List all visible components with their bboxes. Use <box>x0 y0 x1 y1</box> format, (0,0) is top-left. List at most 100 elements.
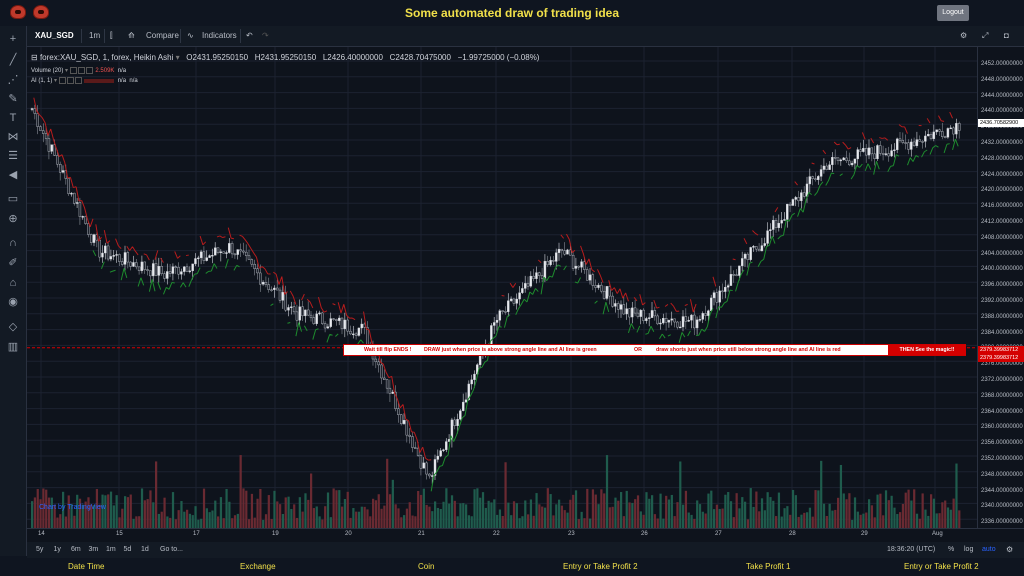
volume-bar <box>904 492 907 528</box>
candle-body <box>422 462 425 469</box>
volume-bar <box>566 512 569 528</box>
settings-icon[interactable]: ⚙ <box>960 31 968 40</box>
candle-body <box>864 148 868 156</box>
candle-body <box>42 130 45 134</box>
lock-icon[interactable]: ⌂ <box>9 277 17 289</box>
fullscreen-icon[interactable]: ⤢ <box>982 31 989 40</box>
range-button-1y[interactable]: 1y <box>53 546 61 553</box>
text-icon[interactable]: T <box>9 112 17 124</box>
chart-pane[interactable]: ⊟ forex:XAU_SGD, 1, forex, Heikin Ashi ▾… <box>27 47 977 528</box>
candle-body <box>233 253 237 256</box>
crosshair-icon[interactable]: + <box>9 33 17 45</box>
volume-bar <box>645 492 648 528</box>
auto-toggle[interactable]: auto <box>982 546 996 553</box>
ai-eye-icon[interactable] <box>58 77 66 84</box>
goto-button[interactable]: Go to... <box>160 546 183 553</box>
candle-body <box>577 265 580 268</box>
axis-settings-icon[interactable]: ⚙ <box>1006 545 1014 554</box>
log-toggle[interactable]: log <box>964 546 974 553</box>
volume-bar <box>535 493 538 528</box>
candle-body <box>732 274 735 276</box>
redo-icon[interactable]: ↷ <box>262 31 269 40</box>
brush-icon[interactable]: ✎ <box>8 93 18 105</box>
volume-eye-icon[interactable] <box>69 67 77 74</box>
ai-close-icon[interactable] <box>74 77 82 84</box>
volume-bar <box>631 502 634 528</box>
volume-bar <box>166 516 169 528</box>
legend-collapse-icon[interactable]: ⊟ <box>31 53 40 62</box>
fib-icon[interactable]: ⋰ <box>7 74 19 86</box>
price-tick: 2432.00000000 <box>981 140 1023 146</box>
candle-body <box>388 387 392 394</box>
volume-close-icon[interactable] <box>85 67 93 74</box>
volume-bar <box>335 490 338 528</box>
symbol-search[interactable]: XAU_SGD <box>35 31 74 40</box>
volume-bar <box>741 497 744 528</box>
time-axis[interactable]: 14 15 17 19 20 21 22 23 26 27 28 29 Aug <box>27 528 1024 542</box>
volume-bar <box>577 519 580 528</box>
candle-body <box>616 303 620 310</box>
range-button-1m[interactable]: 1m <box>106 546 116 553</box>
volume-bar <box>901 503 905 528</box>
candle-body <box>205 257 208 261</box>
candle-body <box>459 410 462 420</box>
pencil-lock-icon[interactable]: ✐ <box>8 257 18 269</box>
price-axis[interactable]: 2452.00000000 2448.00000000 2444.00000000 2… <box>977 47 1024 528</box>
volume-bar <box>690 514 693 528</box>
ruler-icon[interactable]: ▭ <box>7 193 19 205</box>
candle-body <box>786 203 789 220</box>
interval-select[interactable]: 1m <box>89 31 101 40</box>
range-button-6m[interactable]: 6m <box>71 546 81 553</box>
percent-toggle[interactable]: % <box>948 546 955 553</box>
legend-dropdown-icon[interactable]: ▾ <box>175 53 180 62</box>
volume-bar <box>845 499 848 528</box>
volume-dropdown-icon[interactable]: ▾ <box>65 68 69 75</box>
trendline-icon[interactable]: ╱ <box>9 54 17 66</box>
candle-body <box>656 315 659 325</box>
chart-style-icon[interactable]: ⫿ <box>110 31 113 40</box>
pattern-icon[interactable]: ⋈ <box>7 131 19 143</box>
indicators-icon[interactable]: ∿ <box>187 31 194 40</box>
volume-bar <box>665 495 668 528</box>
candle-body <box>53 144 56 156</box>
undo-icon[interactable]: ↶ <box>246 31 253 40</box>
range-button-5y[interactable]: 5y <box>36 546 44 553</box>
candle-body <box>791 199 795 206</box>
compare-icon[interactable]: ⟰ <box>128 31 135 40</box>
range-button-1d[interactable]: 1d <box>141 546 149 553</box>
volume-bar <box>171 492 175 528</box>
back-arrow-icon[interactable]: ◀ <box>8 169 18 181</box>
candle-body <box>357 327 361 336</box>
volume-bar <box>465 504 468 528</box>
price-chart <box>27 47 977 528</box>
range-button-3m[interactable]: 3m <box>88 546 99 553</box>
candle-body <box>377 361 380 366</box>
logout-button[interactable]: Logout <box>937 5 969 21</box>
magnet-icon[interactable]: ∩ <box>9 237 17 249</box>
candle-body <box>312 317 316 324</box>
logo-icon-2 <box>33 5 49 19</box>
volume-bar <box>326 492 330 528</box>
candle-body <box>918 139 921 142</box>
volume-bar <box>639 511 642 528</box>
zoom-icon[interactable]: ⊕ <box>8 213 18 225</box>
volume-bar <box>346 491 349 528</box>
indicators-button[interactable]: Indicators <box>202 31 237 40</box>
candle-body <box>684 316 688 322</box>
eye-icon[interactable]: ◉ <box>8 296 18 308</box>
candle-body <box>535 272 538 279</box>
trash-icon[interactable]: ▥ <box>7 341 19 353</box>
candle-body <box>123 252 127 265</box>
banner-text-3: OR <box>634 347 642 353</box>
range-button-5d[interactable]: 5d <box>123 546 132 553</box>
ai-dropdown-icon[interactable]: ▾ <box>54 78 58 85</box>
volume-settings-icon[interactable] <box>77 67 85 74</box>
compare-button[interactable]: Compare <box>146 31 179 40</box>
camera-icon[interactable]: ◘ <box>1004 31 1009 40</box>
prediction-icon[interactable]: ☰ <box>8 150 18 162</box>
tradingview-watermark[interactable]: Chart by TradingView <box>39 504 106 511</box>
candle-body <box>349 330 352 335</box>
volume-bar <box>738 508 741 528</box>
ai-settings-icon[interactable] <box>66 77 74 84</box>
layers-icon[interactable]: ◇ <box>8 321 18 333</box>
